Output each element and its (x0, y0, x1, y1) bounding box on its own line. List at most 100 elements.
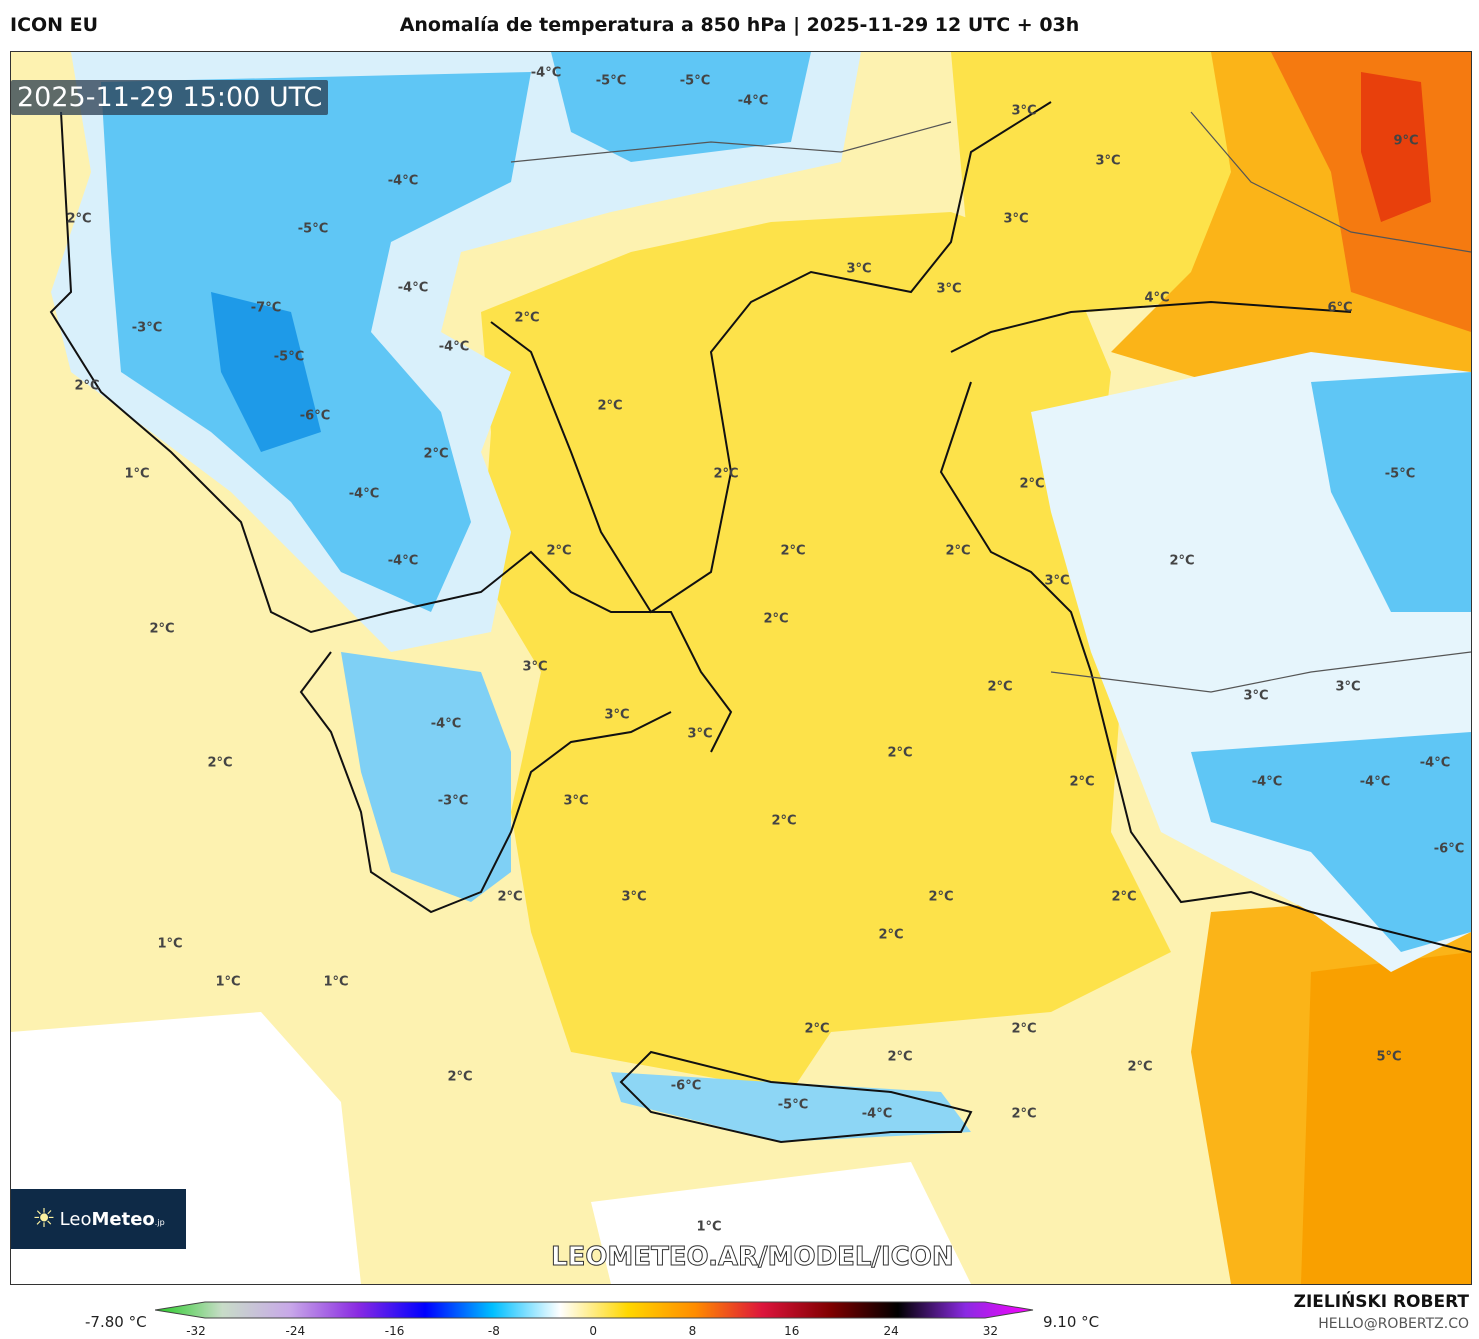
colorbar-gradient (155, 1301, 1034, 1319)
contour-label: 3°C (522, 659, 548, 675)
cold-area (341, 652, 511, 902)
contour-label: 2°C (1127, 1059, 1153, 1075)
contour-label: 2°C (149, 621, 175, 637)
contour-label: 2°C (66, 211, 92, 227)
contour-label: 5°C (1376, 1049, 1402, 1065)
contour-label: 3°C (687, 726, 713, 742)
contour-label: 3°C (1243, 688, 1269, 704)
neutral-area (591, 1162, 971, 1284)
contour-label: 1°C (696, 1219, 722, 1235)
contour-label: 3°C (1044, 573, 1070, 589)
leometeo-logo[interactable]: ☀ Leo Meteo .jp (11, 1189, 186, 1249)
colorbar-tick: -16 (384, 1324, 405, 1338)
contour-label: -5°C (1384, 466, 1416, 482)
contour-label: 2°C (763, 611, 789, 627)
colorbar-tick: 0 (589, 1324, 598, 1338)
contour-label: -4°C (530, 65, 562, 81)
sun-icon: ☀ (32, 1204, 56, 1234)
colorbar-tick: -32 (186, 1324, 206, 1338)
contour-label: -6°C (670, 1078, 702, 1094)
contour-label: 3°C (1003, 211, 1029, 227)
cold-area (611, 1072, 971, 1142)
contour-label: 2°C (597, 398, 623, 414)
contour-label: 2°C (74, 378, 100, 394)
temperature-anomaly-map: -4°C -5°C -5°C -4°C 3°C 9°C 3°C -4°C 2°C -5°C 3°C 3… (10, 51, 1472, 1285)
contour-label: -4°C (430, 716, 462, 732)
contour-label: -5°C (595, 73, 627, 89)
contour-label: -4°C (438, 339, 470, 355)
contour-label: 1°C (124, 466, 150, 482)
contour-label: 2°C (887, 745, 913, 761)
colorbar-tick: 24 (883, 1324, 899, 1338)
contour-label: 2°C (780, 543, 806, 559)
cold-area (1191, 732, 1471, 952)
warm-area (1361, 72, 1431, 222)
contour-label: 2°C (1019, 476, 1045, 492)
contour-label: 3°C (1335, 679, 1361, 695)
contour-label: 2°C (1069, 774, 1095, 790)
contour-label: -4°C (387, 173, 419, 189)
contour-label: -5°C (297, 221, 329, 237)
contour-label: -6°C (1433, 841, 1465, 857)
border-lines (510, 111, 1471, 693)
contour-label: 2°C (423, 446, 449, 462)
colorbar-tick: 16 (784, 1324, 800, 1338)
warm-area (1301, 952, 1471, 1284)
contour-label: 3°C (604, 707, 630, 723)
colorbar-max-value: 9.10 °C (1043, 1313, 1100, 1331)
contour-label: -4°C (1359, 774, 1391, 790)
contour-label: 3°C (621, 889, 647, 905)
contour-label: 3°C (563, 793, 589, 809)
anomaly-field (11, 52, 1471, 1284)
colorbar-tick: -24 (285, 1324, 306, 1338)
author-email: HELLO@ROBERTZ.CO (1318, 1316, 1469, 1332)
contour-label: 2°C (447, 1069, 473, 1085)
map-title: Anomalía de temperatura a 850 hPa | 2025… (399, 14, 1080, 36)
contour-label: 2°C (1169, 553, 1195, 569)
model-name: ICON EU (10, 14, 99, 36)
contour-label: -4°C (397, 280, 429, 296)
watermark-url: LEOMETEO.AR/MODEL/ICON (551, 1242, 955, 1273)
contour-label: 2°C (1111, 889, 1137, 905)
contour-label: 2°C (887, 1049, 913, 1065)
logo-text-suffix: .jp (154, 1217, 165, 1227)
warm-area (481, 212, 1171, 1092)
contour-label: 3°C (1011, 103, 1037, 119)
contour-label: -6°C (299, 408, 331, 424)
contour-label: 2°C (1011, 1106, 1037, 1122)
colorbar-tick: -8 (487, 1324, 500, 1338)
cold-area (551, 52, 811, 162)
contour-label: -4°C (737, 93, 769, 109)
contour-label: 2°C (878, 927, 904, 943)
colorbar-tick: 8 (688, 1324, 697, 1338)
contour-label: 2°C (546, 543, 572, 559)
contour-label: 3°C (936, 281, 962, 297)
contour-label: 1°C (157, 936, 183, 952)
cold-area (101, 72, 531, 612)
contour-label: 2°C (207, 755, 233, 771)
contour-label: 2°C (804, 1021, 830, 1037)
contour-label: 2°C (713, 466, 739, 482)
contour-label: 2°C (771, 813, 797, 829)
contour-label: 2°C (1011, 1021, 1037, 1037)
contour-label: -3°C (437, 793, 469, 809)
logo-text-meteo: Meteo (91, 1208, 155, 1230)
contour-label: -5°C (777, 1097, 809, 1113)
author-name: ZIELIŃSKI ROBERT (1293, 1292, 1469, 1312)
cold-area (211, 292, 321, 452)
contour-label: 3°C (846, 261, 872, 277)
contour-label: 9°C (1393, 133, 1419, 149)
contour-label: 2°C (514, 310, 540, 326)
contour-label: -5°C (273, 349, 305, 365)
contour-label: 4°C (1144, 290, 1170, 306)
contour-label: -4°C (348, 486, 380, 502)
colorbar-min-value: -7.80 °C (85, 1313, 147, 1331)
colorbar (155, 1301, 1034, 1319)
valid-time-badge: 2025-11-29 15:00 UTC (11, 80, 329, 115)
contour-label: -4°C (387, 553, 419, 569)
logo-text-leo: Leo (59, 1208, 92, 1230)
contour-label: -3°C (131, 320, 163, 336)
contour-label: -4°C (1251, 774, 1283, 790)
contour-label: 1°C (323, 974, 349, 990)
contour-label: -4°C (1419, 755, 1451, 771)
